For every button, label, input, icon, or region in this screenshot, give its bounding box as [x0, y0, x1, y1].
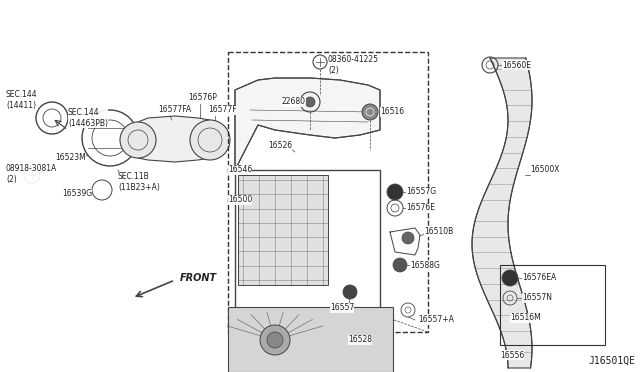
- Text: 08360-41225
(2): 08360-41225 (2): [328, 55, 379, 75]
- Text: 16557N: 16557N: [522, 294, 552, 302]
- Text: 16516: 16516: [380, 108, 404, 116]
- Text: SEC.144
(14411): SEC.144 (14411): [6, 90, 38, 110]
- Circle shape: [190, 120, 230, 160]
- Circle shape: [267, 332, 283, 348]
- Text: 16500: 16500: [228, 196, 252, 205]
- Text: 16516M: 16516M: [510, 314, 541, 323]
- Circle shape: [362, 104, 378, 120]
- Circle shape: [120, 122, 156, 158]
- Circle shape: [387, 184, 403, 200]
- Text: 16576P: 16576P: [188, 93, 217, 103]
- Circle shape: [305, 97, 315, 107]
- Text: 16557+A: 16557+A: [418, 315, 454, 324]
- Bar: [235, 170, 380, 315]
- Text: 22680: 22680: [282, 97, 306, 106]
- Text: 16528: 16528: [348, 336, 372, 344]
- Text: 16577FA: 16577FA: [158, 106, 191, 115]
- Circle shape: [343, 285, 357, 299]
- Text: SEC.11B
(11B23+A): SEC.11B (11B23+A): [118, 172, 160, 192]
- Text: 16577F: 16577F: [208, 106, 237, 115]
- Circle shape: [260, 325, 290, 355]
- Text: 16588G: 16588G: [410, 260, 440, 269]
- Polygon shape: [235, 78, 380, 170]
- Bar: [238, 175, 328, 285]
- Text: 16526: 16526: [268, 141, 292, 150]
- Circle shape: [502, 270, 518, 286]
- Text: 16546: 16546: [228, 166, 252, 174]
- Polygon shape: [138, 116, 210, 162]
- Circle shape: [402, 232, 414, 244]
- Text: 16576E: 16576E: [406, 203, 435, 212]
- Circle shape: [393, 258, 407, 272]
- Polygon shape: [472, 58, 532, 368]
- Text: 16557G: 16557G: [406, 187, 436, 196]
- Text: 16500X: 16500X: [530, 166, 559, 174]
- Bar: [500, 265, 605, 345]
- Text: FRONT: FRONT: [180, 273, 217, 283]
- Bar: [228, 52, 428, 332]
- Text: 16523M: 16523M: [55, 154, 86, 163]
- Text: 08918-3081A
(2): 08918-3081A (2): [6, 164, 57, 184]
- Bar: [228, 307, 393, 372]
- Text: J16501QE: J16501QE: [588, 356, 635, 366]
- Text: 16539G: 16539G: [62, 189, 92, 199]
- Text: 16556: 16556: [500, 350, 524, 359]
- Text: 16510B: 16510B: [424, 228, 453, 237]
- Text: 16557: 16557: [330, 304, 355, 312]
- Text: SEC.144
(14463PB): SEC.144 (14463PB): [68, 108, 108, 128]
- Text: 16576EA: 16576EA: [522, 273, 556, 282]
- Text: 16560E: 16560E: [502, 61, 531, 70]
